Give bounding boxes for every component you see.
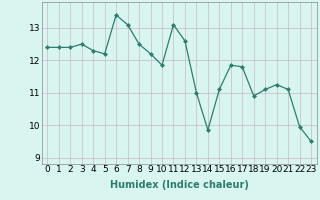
X-axis label: Humidex (Indice chaleur): Humidex (Indice chaleur) — [110, 180, 249, 190]
